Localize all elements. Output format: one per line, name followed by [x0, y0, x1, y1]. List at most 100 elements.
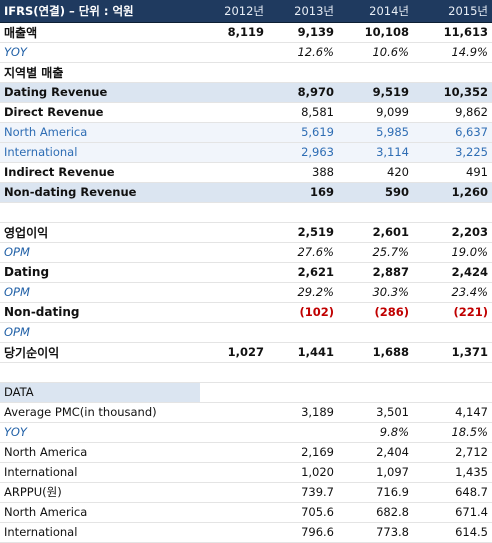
value-cell — [200, 442, 268, 463]
value-cell: 773.8 — [338, 522, 413, 543]
row-label: North America — [0, 502, 200, 523]
value-cell — [200, 82, 268, 103]
value-cell — [200, 462, 268, 483]
table-row — [0, 362, 492, 383]
table-row: North America 5,619 5,985 6,637 — [0, 122, 492, 143]
value-cell — [200, 102, 268, 123]
value-cell — [200, 262, 268, 283]
table-row: International 1,020 1,097 1,435 — [0, 462, 492, 483]
table-row: YOY 9.8% 18.5% — [0, 422, 492, 443]
value-cell: 19.0% — [413, 242, 492, 263]
value-cell: 18.5% — [413, 422, 492, 443]
value-cell: 3,501 — [338, 402, 413, 423]
value-cell: 25.7% — [338, 242, 413, 263]
table-row: Non-dating (102) (286) (221) — [0, 302, 492, 323]
value-cell: 27.6% — [268, 242, 338, 263]
value-cell: 169 — [268, 182, 338, 203]
table-row: DATA — [0, 382, 492, 403]
value-cell: 1,688 — [338, 342, 413, 363]
value-cell — [413, 382, 492, 403]
value-cell: 10.6% — [338, 42, 413, 63]
row-label: North America — [0, 442, 200, 463]
table-row: International 796.6 773.8 614.5 — [0, 522, 492, 543]
row-label: Non-dating — [0, 302, 200, 323]
value-cell — [338, 202, 413, 223]
value-cell: 2,963 — [268, 142, 338, 163]
value-cell — [200, 302, 268, 323]
row-label: 지역별 매출 — [0, 62, 200, 83]
value-cell: 9,519 — [338, 82, 413, 103]
value-cell: 2,712 — [413, 442, 492, 463]
table-row: ARPPU(원) 739.7 716.9 648.7 — [0, 482, 492, 503]
value-cell: 796.6 — [268, 522, 338, 543]
value-cell: 10,352 — [413, 82, 492, 103]
value-cell: 2,621 — [268, 262, 338, 283]
table-row: Non-dating Revenue 169 590 1,260 — [0, 182, 492, 203]
value-cell — [413, 202, 492, 223]
value-cell: 1,027 — [200, 342, 268, 363]
value-cell: 14.9% — [413, 42, 492, 63]
value-cell — [200, 502, 268, 523]
row-label: Non-dating Revenue — [0, 182, 200, 203]
value-cell: 3,189 — [268, 402, 338, 423]
row-label: OPM — [0, 282, 200, 303]
row-label — [0, 362, 200, 383]
row-label: 영업이익 — [0, 221, 200, 243]
value-cell: 614.5 — [413, 522, 492, 543]
value-cell: 671.4 — [413, 502, 492, 523]
row-label: DATA — [0, 382, 200, 403]
value-cell — [200, 282, 268, 303]
value-cell: 1,435 — [413, 462, 492, 483]
table-row: OPM — [0, 322, 492, 343]
value-cell — [200, 142, 268, 163]
row-label: YOY — [0, 42, 200, 63]
value-cell: 30.3% — [338, 282, 413, 303]
row-label: YOY — [0, 422, 200, 443]
row-label: Indirect Revenue — [0, 162, 200, 183]
value-cell: 12.6% — [268, 42, 338, 63]
table-row: Dating 2,621 2,887 2,424 — [0, 262, 492, 283]
value-cell — [200, 182, 268, 203]
value-cell: 9.8% — [338, 422, 413, 443]
table-row: North America 2,169 2,404 2,712 — [0, 442, 492, 463]
value-cell: 11,613 — [413, 21, 492, 43]
row-label: OPM — [0, 322, 200, 343]
value-cell — [268, 362, 338, 383]
table-row: Average PMC(in thousand) 3,189 3,501 4,147 — [0, 402, 492, 423]
row-label: Average PMC(in thousand) — [0, 402, 200, 423]
value-cell — [268, 62, 338, 83]
value-cell — [200, 162, 268, 183]
table-row: YOY 12.6% 10.6% 14.9% — [0, 42, 492, 63]
row-label: International — [0, 462, 200, 483]
value-cell: 9,862 — [413, 102, 492, 123]
value-cell: 23.4% — [413, 282, 492, 303]
value-cell: 2,404 — [338, 442, 413, 463]
value-cell: 648.7 — [413, 482, 492, 503]
row-label: Dating Revenue — [0, 82, 200, 103]
value-cell: 491 — [413, 162, 492, 183]
row-label: Direct Revenue — [0, 102, 200, 123]
value-cell: 739.7 — [268, 482, 338, 503]
value-cell: 2,601 — [338, 221, 413, 243]
table-row: 영업이익 2,519 2,601 2,203 — [0, 221, 492, 243]
value-cell: 9,099 — [338, 102, 413, 123]
year-header: 2015년 — [413, 0, 492, 23]
value-cell — [200, 482, 268, 503]
row-label: North America — [0, 122, 200, 143]
value-cell: 2,169 — [268, 442, 338, 463]
value-cell: 3,225 — [413, 142, 492, 163]
value-cell — [200, 422, 268, 443]
value-cell: (102) — [268, 302, 338, 323]
value-cell: 8,970 — [268, 82, 338, 103]
value-cell — [200, 522, 268, 543]
value-cell: 2,424 — [413, 262, 492, 283]
value-cell: 682.8 — [338, 502, 413, 523]
row-label: 매출액 — [0, 21, 200, 43]
header-title: IFRS(연결) – 단위 : 억원 — [0, 0, 200, 23]
value-cell: 10,108 — [338, 21, 413, 43]
value-cell: 1,097 — [338, 462, 413, 483]
value-cell — [413, 62, 492, 83]
row-label: OPM — [0, 242, 200, 263]
